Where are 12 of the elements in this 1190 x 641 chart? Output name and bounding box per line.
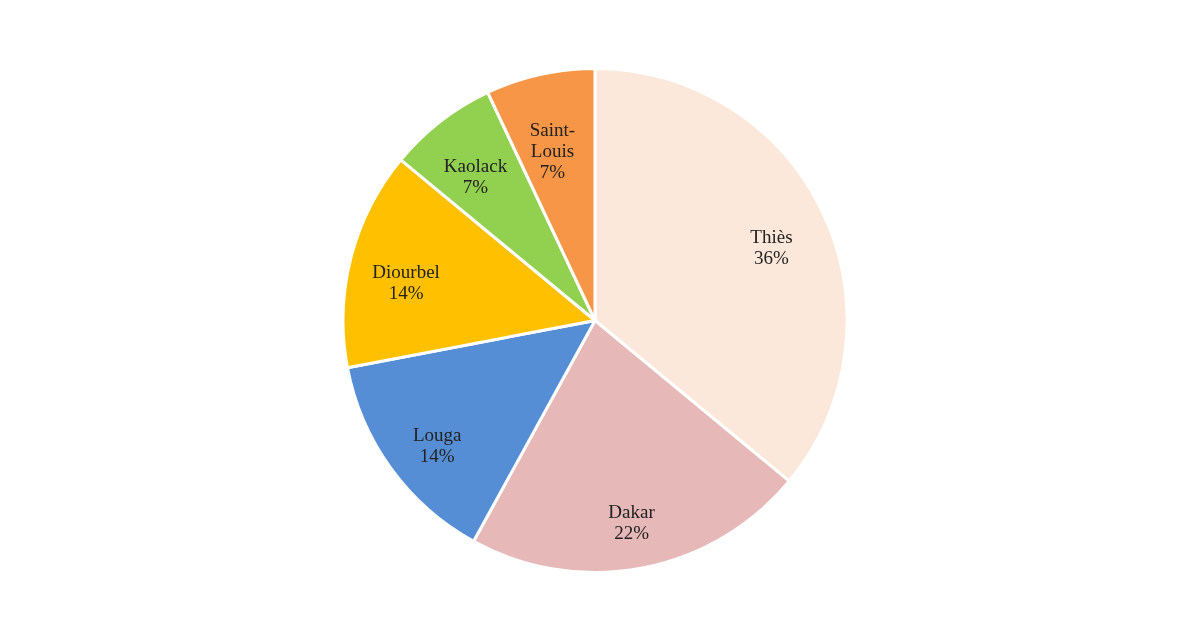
slice-label: Diourbel [372, 261, 440, 283]
data-label: 7% [539, 161, 566, 183]
data-label: 36% [754, 247, 790, 269]
data-label: 14% [388, 282, 424, 304]
slice-label: Louga [412, 424, 463, 446]
slice-label: Dakar [608, 501, 656, 523]
data-label: 7% [462, 176, 489, 198]
slice-label: Saint-Louis [529, 119, 576, 162]
data-label: 22% [614, 522, 650, 544]
slice-label: Thiès [750, 226, 793, 248]
slice-label: Kaolack [443, 155, 508, 177]
data-label: 14% [419, 445, 455, 467]
